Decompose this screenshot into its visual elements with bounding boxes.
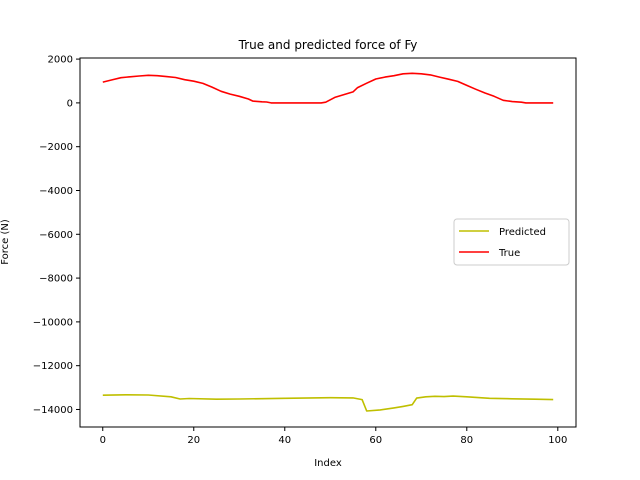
legend-label-predicted: Predicted [499,227,546,238]
legend: Predicted True [453,218,570,266]
x-tick-label: 0 [100,435,106,446]
y-tick-label: −12000 [33,361,73,372]
series-line-true [102,72,554,104]
x-tick-label: 20 [187,435,200,446]
y-tick-label: −8000 [39,274,73,285]
y-tick-label: 0 [67,98,73,109]
x-tick-label: 80 [460,435,473,446]
y-tick-label: −6000 [39,230,73,241]
x-axis-label: Index [314,458,342,469]
legend-label-true: True [498,248,520,259]
y-tick-label: −2000 [39,142,73,153]
series-lines [102,72,554,412]
y-axis-ticks: 2000 0 −2000 −4000 −6000 −8000 −10000 −12000 −14… [33,55,80,416]
y-tick-label: −14000 [33,405,73,416]
x-tick-label: 100 [548,435,567,446]
chart-title: True and predicted force of Fy [238,38,418,52]
y-tick-label: 2000 [48,55,73,66]
x-axis-ticks: 0 20 40 60 80 100 [100,427,567,446]
y-axis-label: Force (N) [0,219,11,265]
x-tick-label: 60 [369,435,382,446]
y-tick-label: −10000 [33,317,73,328]
x-tick-label: 40 [278,435,291,446]
series-line-predicted [102,393,554,412]
plot-frame [79,57,577,428]
y-tick-label: −4000 [39,186,73,197]
